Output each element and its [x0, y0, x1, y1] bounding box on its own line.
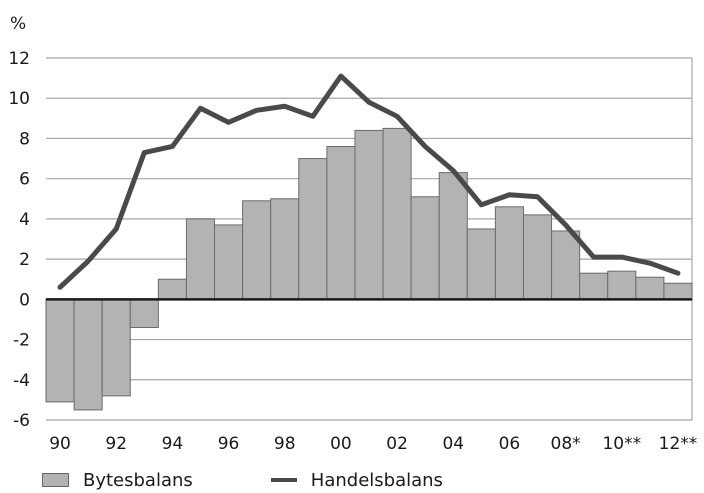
x-tick-label: 90: [49, 434, 71, 454]
line-handelsbalans: [57, 73, 681, 290]
line-point-2003: [424, 145, 426, 147]
bar-2001: [354, 129, 384, 300]
y-tick-label: 8: [19, 129, 30, 149]
bar-1994: [157, 278, 187, 300]
bar-1996: [214, 224, 244, 300]
bar-2002: [382, 127, 412, 300]
legend-item-bytesbalans: Bytesbalans: [42, 470, 193, 491]
line-point-1998: [284, 105, 286, 107]
y-tick-label: 12: [8, 49, 30, 69]
bar-2005: [466, 228, 496, 300]
x-tick-label: 08*: [551, 434, 581, 454]
bar-1997: [242, 200, 272, 300]
line-point-2006: [508, 194, 510, 196]
bar-1999: [298, 158, 328, 300]
legend-label-bytesbalans: Bytesbalans: [83, 469, 193, 491]
line-point-1997: [256, 109, 258, 111]
line-point-2011: [649, 262, 651, 264]
y-unit-label: %: [10, 14, 26, 34]
x-axis-ticks: 90 92 94 96 98 00 02 04 06 08* 10** 12**: [49, 434, 697, 454]
bars-bytesbalans: [45, 127, 693, 411]
x-tick-label: 92: [105, 434, 127, 454]
line-point-1992: [115, 228, 117, 230]
y-tick-label: -6: [13, 411, 30, 431]
line-point-1991: [87, 260, 89, 262]
line-point-2009: [593, 256, 595, 258]
bar-1998: [270, 198, 300, 300]
line-point-1990: [59, 286, 61, 288]
y-tick-label: 10: [8, 89, 30, 109]
bar-2003: [410, 196, 440, 300]
x-tick-label: 96: [218, 434, 240, 454]
y-tick-label: -2: [13, 331, 30, 351]
y-tick-label: 6: [19, 170, 30, 190]
y-axis-ticks: 12 10 8 6 4 2 0 -2 -4 -6: [8, 49, 30, 431]
chart: % 12 10 8 6 4 2 0 -2 -4 -6 90 92 94 96 98 00 02 04 06 08* 1…: [8, 14, 697, 454]
y-tick-label: 2: [19, 250, 30, 270]
line-point-1996: [228, 121, 230, 123]
bar-2000: [326, 145, 356, 300]
bar-2006: [494, 206, 524, 300]
x-tick-label: 94: [162, 434, 184, 454]
x-tick-label: 06: [499, 434, 521, 454]
line-point-2008: [565, 224, 567, 226]
line-point-2002: [396, 115, 398, 117]
bar-2009: [579, 272, 609, 300]
y-tick-label: 0: [19, 290, 30, 310]
y-tick-label: -4: [13, 371, 30, 391]
line-point-2010: [621, 256, 623, 258]
bar-1995: [185, 218, 216, 300]
line-point-2001: [368, 101, 370, 103]
x-tick-label: 02: [386, 434, 408, 454]
legend: Bytesbalans Handelsbalans: [42, 469, 443, 491]
bar-1993: [129, 298, 159, 328]
line-point-1995: [199, 107, 201, 109]
bar-2012: [663, 282, 693, 300]
bar-1990: [45, 298, 75, 403]
line-point-1994: [171, 145, 173, 147]
line-point-2004: [452, 170, 454, 172]
line-point-2005: [480, 204, 482, 206]
x-tick-label: 00: [330, 434, 352, 454]
legend-item-handelsbalans: Handelsbalans: [193, 470, 443, 491]
bar-1992: [101, 298, 131, 397]
x-tick-label: 98: [274, 434, 296, 454]
line-point-2000: [340, 75, 342, 77]
legend-label-handelsbalans: Handelsbalans: [310, 469, 443, 491]
bar-1991: [73, 298, 103, 411]
legend-swatch-bar: [42, 473, 69, 487]
bar-2010: [607, 270, 637, 300]
bar-2011: [635, 276, 665, 300]
line-point-1999: [312, 115, 314, 117]
y-tick-label: 4: [19, 210, 30, 230]
bar-2008: [551, 230, 581, 300]
x-tick-label: 12**: [659, 434, 698, 454]
bar-2007: [522, 214, 553, 300]
line-point-1993: [143, 152, 145, 154]
x-tick-label: 04: [442, 434, 464, 454]
x-tick-label: 10**: [602, 434, 641, 454]
line-point-2012: [677, 272, 679, 274]
legend-swatch-line: [270, 478, 297, 482]
line-point-2007: [537, 196, 539, 198]
bar-2004: [438, 172, 468, 300]
